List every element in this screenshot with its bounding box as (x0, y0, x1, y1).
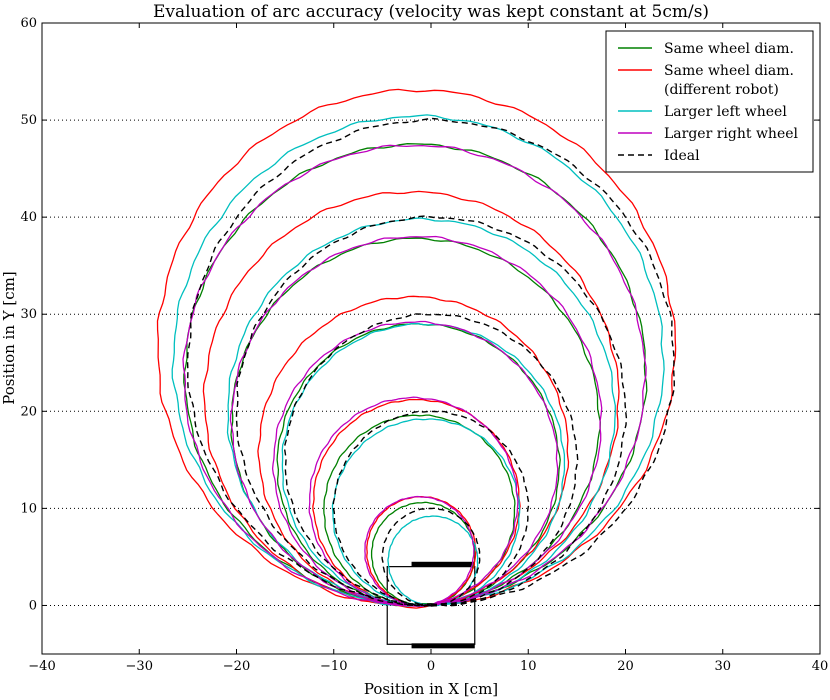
series-line (323, 414, 516, 607)
legend-entry: (different robot) (664, 82, 779, 98)
legend-entry: Larger right wheel (664, 126, 799, 142)
series-line (235, 215, 628, 607)
series-line (283, 313, 579, 607)
series-line (331, 418, 521, 607)
robot-wheel-bottom (411, 643, 475, 649)
y-tick-label: 40 (20, 210, 37, 225)
x-tick-label: −40 (28, 659, 55, 674)
x-tick-label: 30 (714, 659, 731, 674)
y-tick-label: 20 (20, 404, 37, 419)
legend-box (605, 30, 814, 173)
x-axis-label: Position in X [cm] (364, 680, 498, 698)
x-tick-label: −10 (320, 659, 347, 674)
series-line (381, 507, 481, 607)
y-tick-label: 60 (20, 16, 37, 31)
legend-entry: Ideal (664, 148, 700, 164)
x-tick-label: 40 (812, 659, 829, 674)
series-line (156, 88, 677, 609)
robot-wheel-top (411, 561, 475, 567)
legend-entry: Same wheel diam. (664, 41, 794, 57)
legend-entry: Larger left wheel (664, 104, 787, 120)
series-line (226, 217, 616, 607)
y-tick-label: 10 (20, 501, 37, 516)
y-tick-label: 50 (20, 113, 37, 128)
x-tick-label: 20 (617, 659, 634, 674)
series-line (312, 398, 521, 607)
legend: Same wheel diam. Same wheel diam. (differe… (605, 30, 814, 173)
series-line (257, 295, 570, 607)
series-line (281, 322, 566, 607)
series-line (186, 117, 676, 607)
series-lines (156, 88, 677, 609)
series-line (202, 190, 620, 608)
series-line (364, 495, 475, 607)
series-line (171, 114, 665, 607)
legend-entry: Same wheel diam. (664, 63, 794, 79)
series-line (271, 320, 559, 607)
axis-ticks: −40 −30 −20 −10 0 10 20 30 40 0 10 20 30 40 50 60 (20, 16, 828, 674)
chart-title: Evaluation of arc accuracy (velocity was… (153, 2, 709, 22)
y-axis-label: Position in Y [cm] (0, 271, 18, 405)
series-line (387, 515, 479, 607)
y-tick-label: 0 (29, 598, 37, 613)
y-tick-label: 30 (20, 307, 37, 322)
x-tick-label: 0 (427, 659, 435, 674)
series-line (182, 144, 647, 607)
series-line (308, 396, 519, 607)
series-line (332, 410, 530, 607)
x-tick-label: −20 (223, 659, 250, 674)
x-tick-label: −30 (126, 659, 153, 674)
x-tick-label: 10 (520, 659, 537, 674)
series-line (229, 235, 603, 607)
